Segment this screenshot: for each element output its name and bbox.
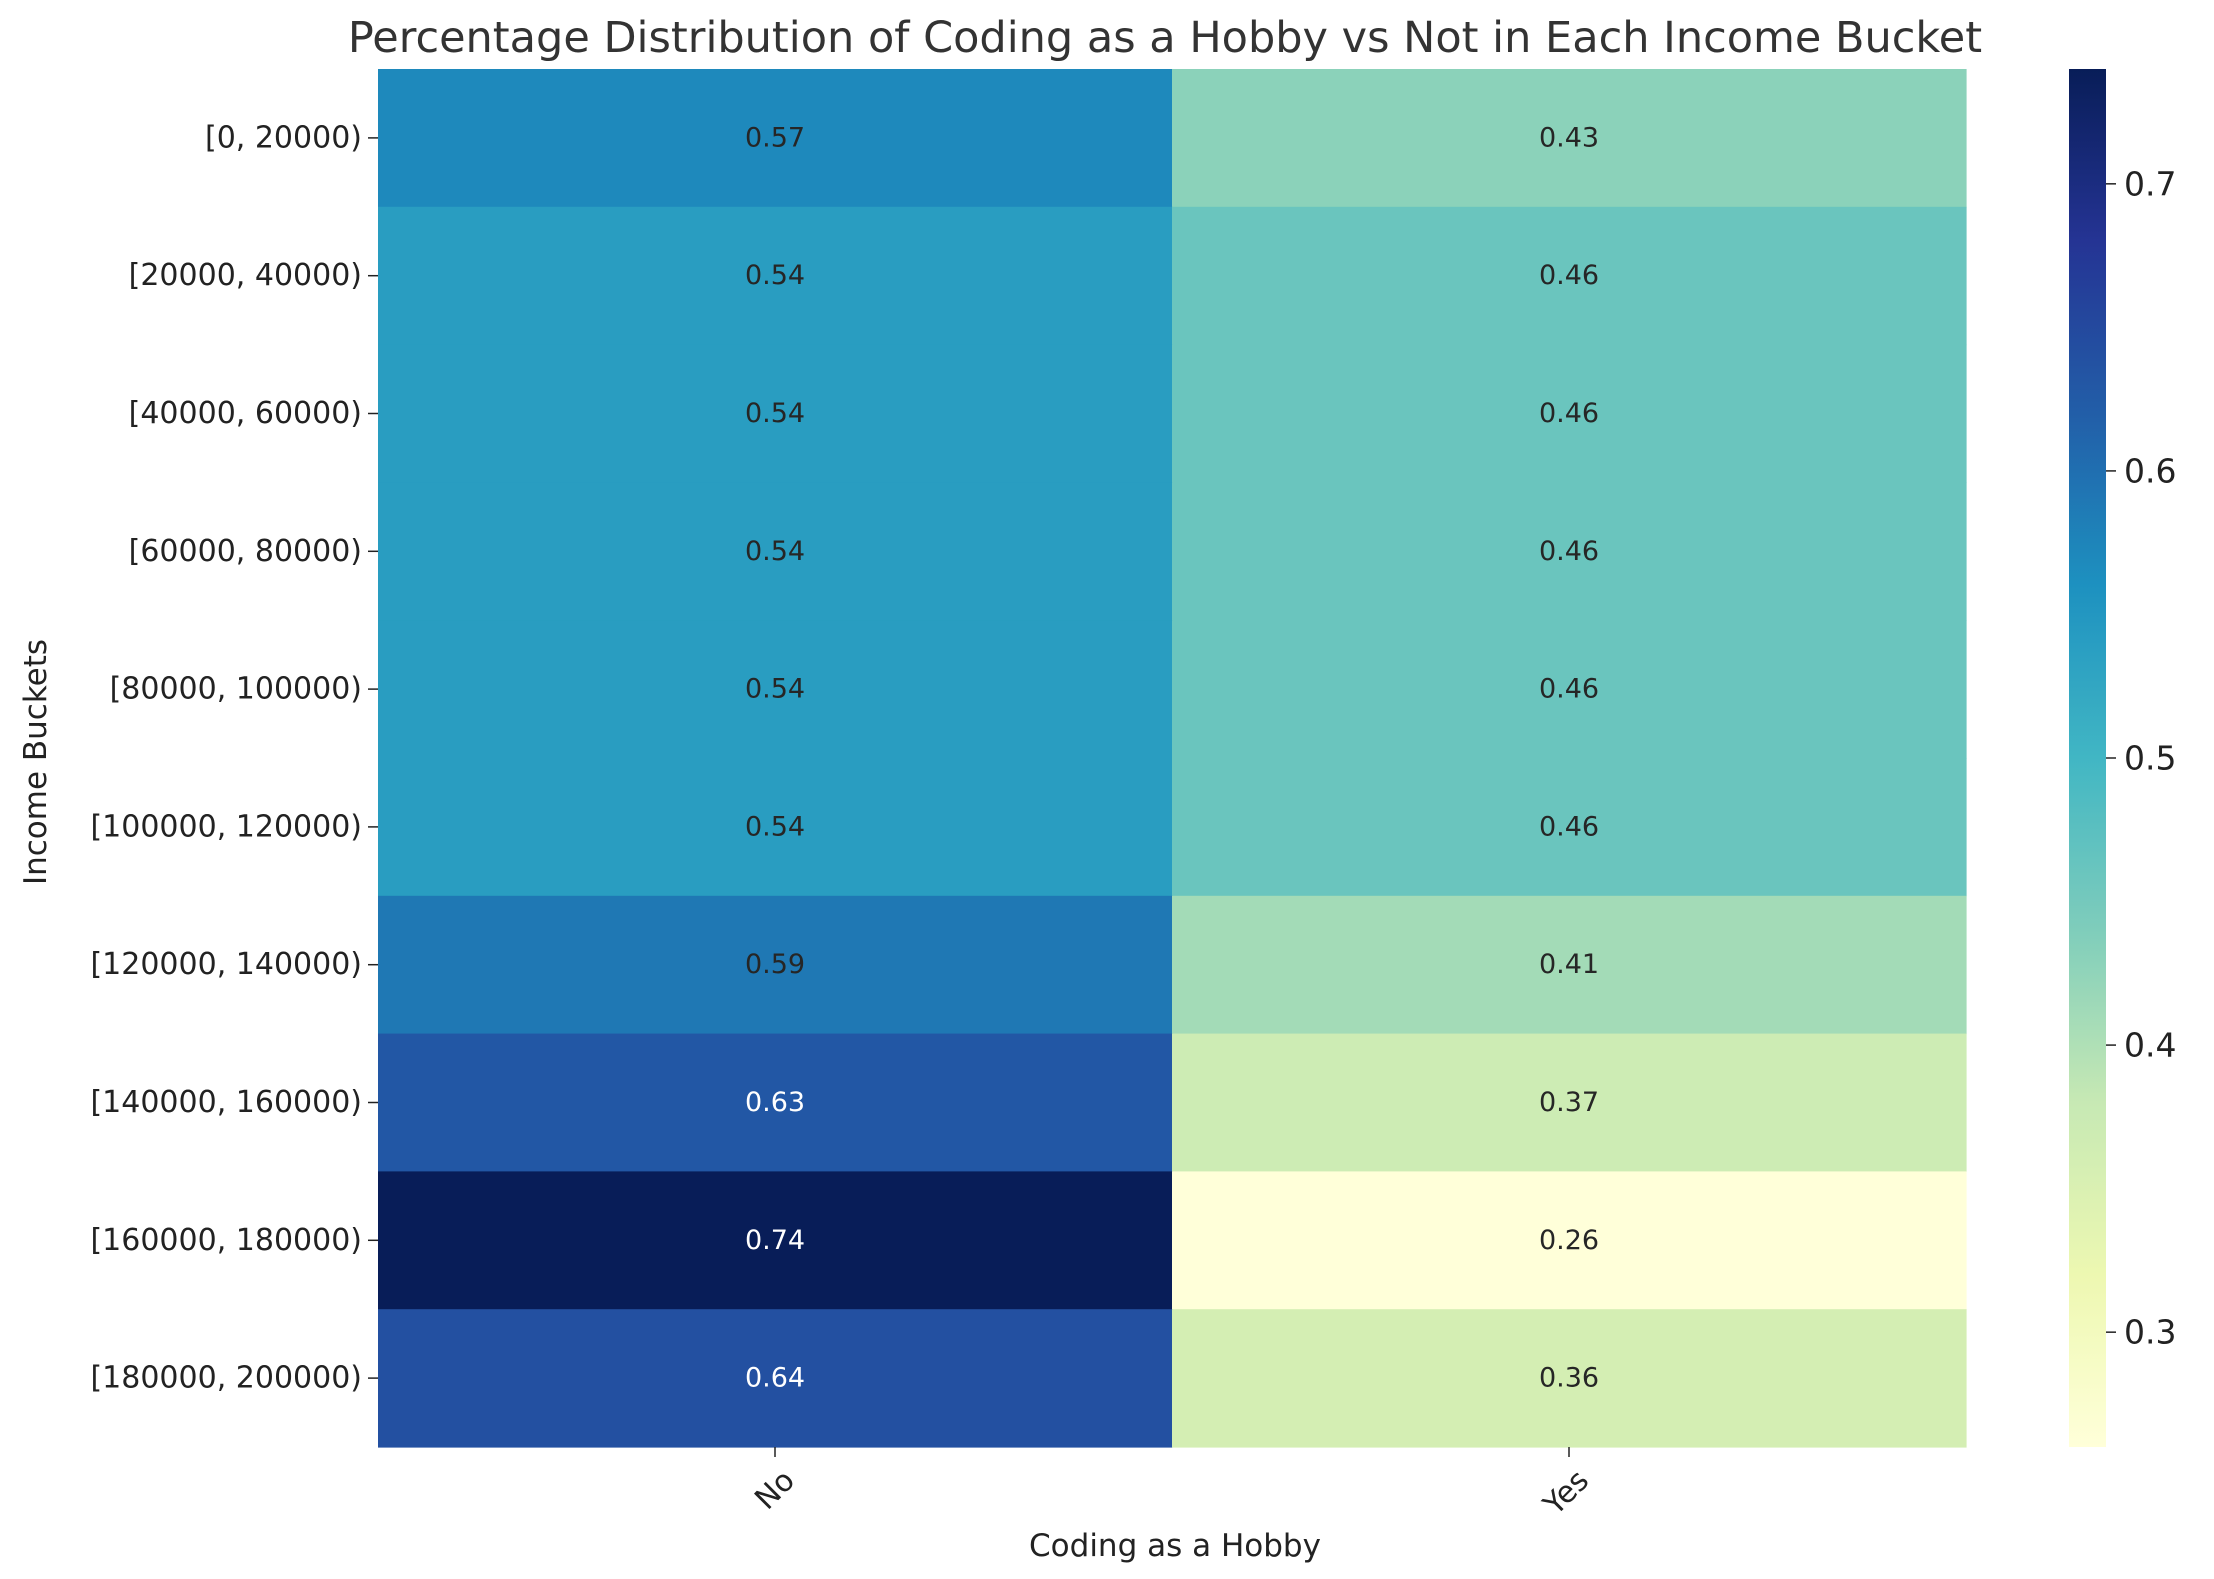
colorbar-tick-label: 0.6: [2124, 451, 2176, 490]
cell-value-label: 0.63: [745, 1087, 805, 1118]
heatmap-cell: [1172, 69, 1967, 208]
heatmap-cell: [378, 758, 1173, 897]
cell-value-label: 0.26: [1539, 1225, 1599, 1256]
colorbar-gradient: [2069, 69, 2106, 1447]
y-tick-label: [180000, 200000): [90, 1361, 362, 1396]
y-tick-label: [40000, 60000): [129, 396, 362, 431]
cell-value-label: 0.46: [1539, 811, 1599, 842]
cell-value-label: 0.54: [745, 536, 805, 567]
cell-value-label: 0.41: [1539, 949, 1599, 980]
heatmap-cell: [1172, 344, 1967, 483]
cell-value-label: 0.54: [745, 674, 805, 705]
heatmap-cell: [1172, 1171, 1967, 1310]
heatmap-cell: [1172, 482, 1967, 621]
y-tick-label: [140000, 160000): [90, 1085, 362, 1120]
cell-value-label: 0.59: [745, 949, 805, 980]
y-tick-label: [0, 20000): [205, 120, 362, 155]
x-tick-label: Yes: [1536, 1463, 1596, 1523]
heatmap-cell: [1172, 895, 1967, 1035]
heatmap-cell: [1172, 758, 1967, 897]
cell-value-label: 0.54: [745, 811, 805, 842]
y-axis-label: Income Buckets: [18, 639, 54, 885]
colorbar: 0.3 0.4 0.5 0.6 0.7: [2069, 69, 2176, 1447]
chart-title: Percentage Distribution of Coding as a H…: [348, 13, 1982, 63]
y-axis-ticks: [0, 20000) [20000, 40000) [40000, 60000) [6…: [90, 120, 378, 1396]
x-axis-label: Coding as a Hobby: [1029, 1528, 1321, 1564]
heatmap-cell: [378, 344, 1173, 483]
cell-value-label: 0.46: [1539, 536, 1599, 567]
y-tick-label: [100000, 120000): [90, 809, 362, 844]
y-tick-label: [80000, 100000): [110, 672, 362, 707]
heatmap-cells: [378, 69, 1967, 1448]
cell-value-label: 0.64: [745, 1363, 805, 1394]
colorbar-tick-label: 0.5: [2124, 739, 2176, 778]
heatmap-cell: [1172, 206, 1967, 346]
heatmap-cell: [378, 1033, 1173, 1172]
cell-value-label: 0.46: [1539, 260, 1599, 291]
cell-value-label: 0.46: [1539, 674, 1599, 705]
cell-value-label: 0.54: [745, 398, 805, 429]
colorbar-tick-label: 0.3: [2124, 1313, 2176, 1352]
cell-value-label: 0.54: [745, 260, 805, 291]
cell-value-label: 0.74: [745, 1225, 805, 1256]
heatmap-cell: [378, 69, 1173, 208]
cell-value-label: 0.57: [745, 122, 805, 153]
heatmap-cell: [1172, 1033, 1967, 1172]
y-tick-label: [60000, 80000): [129, 534, 362, 569]
heatmap-cell: [378, 620, 1173, 759]
heatmap-cell: [378, 206, 1173, 346]
x-tick-label: No: [748, 1463, 802, 1517]
heatmap-cell: [1172, 620, 1967, 759]
cell-annotations: 0.57 0.43 0.54 0.46 0.54 0.46 0.54 0.46 0.54 0.46…: [745, 122, 1599, 1393]
heatmap-cell: [378, 482, 1173, 621]
colorbar-tick-label: 0.4: [2124, 1026, 2176, 1065]
heatmap-cell: [378, 1309, 1173, 1448]
heatmap-cell: [378, 895, 1173, 1035]
y-tick-label: [20000, 40000): [129, 258, 362, 293]
y-tick-label: [160000, 180000): [90, 1223, 362, 1258]
cell-value-label: 0.43: [1539, 122, 1599, 153]
cell-value-label: 0.36: [1539, 1363, 1599, 1394]
x-axis-ticks: No Yes: [748, 1447, 1596, 1523]
heatmap-cell: [378, 1171, 1173, 1310]
cell-value-label: 0.46: [1539, 398, 1599, 429]
cell-value-label: 0.37: [1539, 1087, 1599, 1118]
heatmap-cell: [1172, 1309, 1967, 1448]
colorbar-tick-label: 0.7: [2124, 164, 2176, 203]
y-tick-label: [120000, 140000): [90, 947, 362, 982]
